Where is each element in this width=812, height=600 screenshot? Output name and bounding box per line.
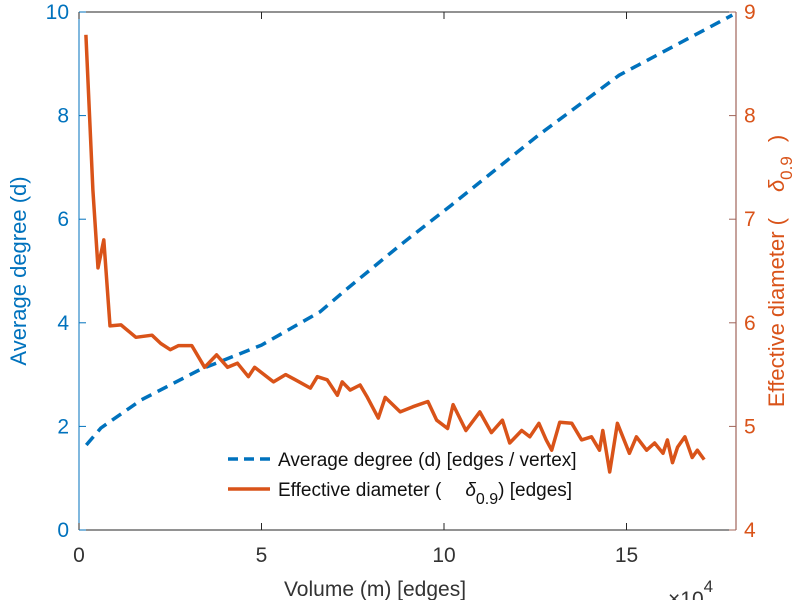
left-y-tick-label: 4 [57, 312, 69, 335]
legend: Average degree (d) [edges / vertex] Effe… [228, 450, 577, 508]
right-y-tick-label: 4 [744, 519, 756, 542]
left-y-axis-label: Average degree (d) [6, 176, 31, 365]
left-y-tick-label: 0 [57, 519, 69, 542]
average-degree-line [84, 13, 734, 447]
x-axis-multiplier: ×104 [668, 577, 713, 600]
right-y-tick-label: 6 [744, 312, 756, 335]
left-y-tick-label: 2 [57, 415, 69, 438]
effective-diameter-line [84, 34, 706, 474]
legend-label-effective-diameter: Effective diameter (δ0.9) [edges] [278, 480, 572, 508]
x-tick-label: 10 [432, 544, 455, 567]
axes: 0 5 10 15 0 2 4 6 8 10 4 5 6 7 8 9 [46, 1, 756, 567]
right-y-tick-label: 9 [744, 1, 756, 24]
right-y-tick-label: 8 [744, 105, 756, 128]
x-tick-label: 0 [73, 544, 85, 567]
right-y-tick-label: 5 [744, 415, 756, 438]
series-lines [84, 13, 734, 474]
right-y-tick-label: 7 [744, 208, 756, 231]
right-y-axis-label: Effective diameter (δ0.9) [764, 135, 796, 407]
legend-label-average-degree: Average degree (d) [edges / vertex] [278, 450, 577, 471]
left-y-tick-label: 6 [57, 208, 69, 231]
x-tick-label: 15 [615, 544, 638, 567]
x-axis-label: Volume (m) [edges] [284, 578, 466, 600]
x-tick-label: 5 [256, 544, 268, 567]
left-y-tick-label: 10 [46, 1, 69, 24]
left-y-tick-label: 8 [57, 105, 69, 128]
